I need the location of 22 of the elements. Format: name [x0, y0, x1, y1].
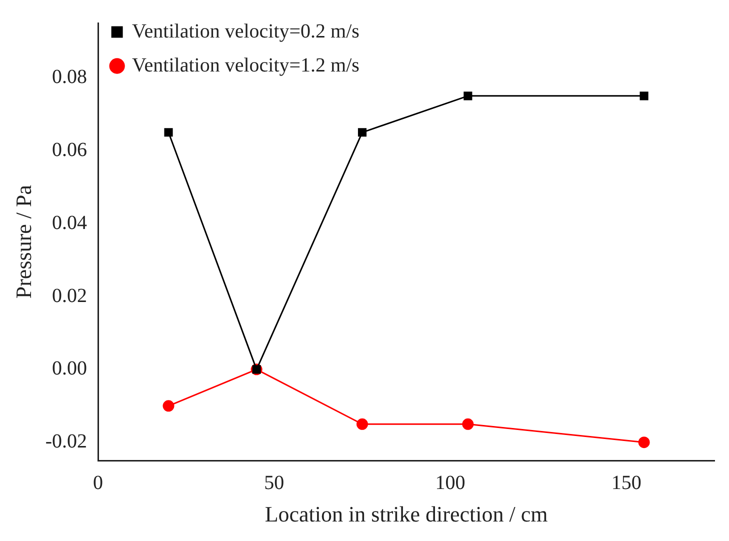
x-tick-label: 0	[93, 472, 104, 494]
point	[162, 400, 174, 412]
point	[356, 418, 368, 430]
y-tick-label: 0.02	[52, 284, 88, 307]
y-tick-label: -0.02	[45, 430, 88, 453]
x-tick-label: 50	[264, 472, 284, 494]
x-axis-title: Location in strike direction / cm	[264, 502, 548, 527]
point	[640, 92, 648, 100]
y-axis-title: Pressure / Pa	[10, 184, 36, 299]
legend-label: Ventilation velocity=0.2 m/s	[132, 20, 360, 42]
y-tick-label: 0.08	[52, 66, 88, 88]
x-tick-label: 150	[611, 472, 642, 494]
x-tick-label: 100	[435, 472, 466, 494]
y-tick-label: 0.04	[52, 212, 88, 234]
point	[164, 128, 173, 137]
y-tick-label: 0.00	[52, 358, 88, 380]
point	[638, 436, 650, 448]
point	[464, 92, 472, 100]
legend-label: Ventilation velocity=1.2 m/s	[132, 54, 360, 76]
point	[462, 418, 474, 430]
y-tick-label: 0.06	[52, 138, 88, 161]
point	[358, 128, 367, 137]
